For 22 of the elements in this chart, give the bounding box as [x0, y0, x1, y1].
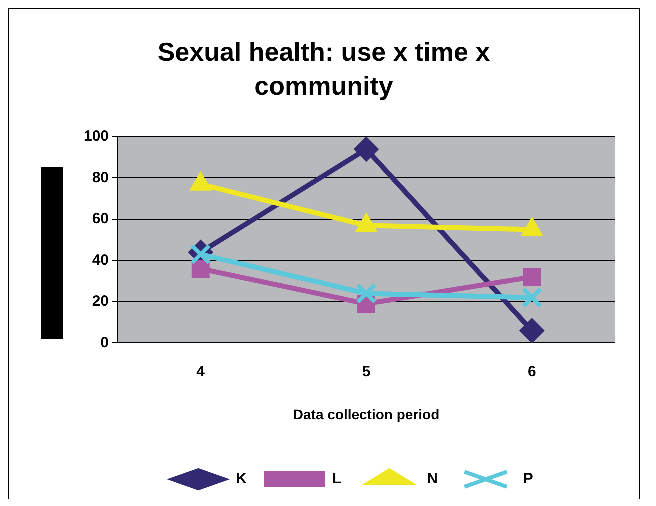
x-tick-label: 4: [196, 363, 206, 380]
y-tick-label: 100: [84, 128, 110, 146]
x-tick-label: 5: [362, 363, 371, 380]
chart-title: Sexual health: use x time x community: [156, 36, 492, 103]
y-tick-label: 0: [100, 334, 110, 352]
legend-label: L: [332, 470, 342, 488]
legend-label: N: [427, 470, 438, 488]
point: [522, 287, 543, 308]
x-tick-label: 6: [528, 363, 536, 380]
point: [520, 318, 545, 344]
point: [192, 260, 210, 278]
point: [523, 268, 542, 286]
x-axis-title: Data collection period: [293, 406, 440, 422]
point: [354, 137, 380, 162]
point: [356, 283, 377, 304]
legend-label: K: [236, 470, 248, 488]
point: [190, 244, 212, 266]
y-tick-label: 40: [92, 252, 110, 269]
y-tick-label: 60: [92, 210, 110, 228]
y-tick-label: 80: [92, 169, 110, 186]
y-tick-label: 20: [92, 293, 110, 310]
legend-label: P: [523, 470, 534, 488]
